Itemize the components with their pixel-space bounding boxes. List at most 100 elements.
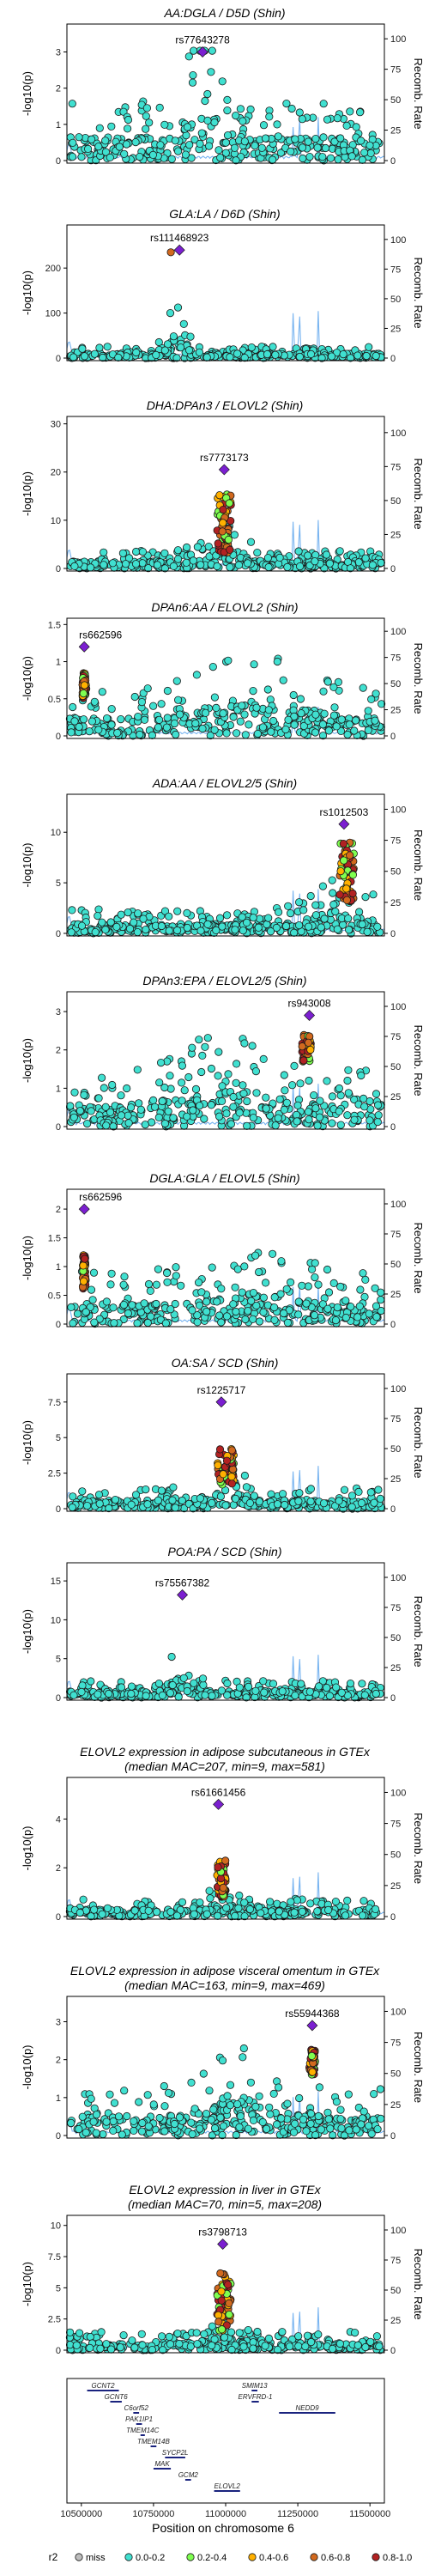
snp-point [114, 2112, 124, 2121]
snp-point [215, 1311, 224, 1320]
snp-point [68, 906, 76, 914]
snp-point [130, 1906, 139, 1915]
snp-point [82, 1308, 90, 1316]
y-axis-label: -log10(p) [21, 471, 33, 516]
snp-point [243, 1097, 251, 1106]
y2-tick-label: 50 [390, 2286, 401, 2296]
snp-point [332, 1683, 341, 1692]
snp-point [222, 1456, 232, 1465]
snp-point [290, 1061, 299, 1071]
snp-point [242, 918, 251, 927]
lead-snp-marker [218, 464, 230, 476]
y-tick-label: 0 [56, 1693, 61, 1704]
snp-point [206, 1894, 214, 1903]
snp-point [295, 108, 304, 117]
y-tick-label: 0.5 [48, 1291, 61, 1302]
snp-point [203, 89, 212, 99]
snp-point [291, 1692, 299, 1700]
snp-point [223, 95, 232, 105]
snp-point [326, 154, 335, 162]
snp-point [282, 100, 291, 108]
snp-point [336, 1121, 345, 1129]
snp-point [106, 153, 114, 161]
snp-point [265, 2103, 274, 2111]
snp-point [78, 1681, 87, 1690]
snp-point [262, 2124, 271, 2133]
snp-point [324, 2115, 333, 2123]
snp-point [190, 1679, 198, 1687]
panel-8: OA:SA / SCD (Shin)rs122571702.557.502550… [21, 1356, 425, 1515]
snp-point [137, 697, 146, 707]
snp-point [280, 1071, 288, 1079]
y-tick-label: 5 [56, 2283, 61, 2293]
snp-point [274, 1114, 282, 1122]
snp-point [78, 2112, 87, 2121]
y2-tick-label: 25 [390, 1290, 401, 1300]
snp-point [218, 922, 227, 931]
y2-axis-label: Recomb. Rate [412, 2248, 425, 2319]
snp-point [142, 926, 150, 934]
snp-point [337, 2124, 346, 2133]
snp-point [229, 1103, 238, 1111]
snp-point [259, 1054, 268, 1064]
snp-point [306, 1485, 315, 1493]
snp-point [172, 354, 181, 362]
snp-point [153, 1908, 161, 1917]
snp-point [270, 1293, 279, 1302]
snp-point [174, 696, 183, 704]
snp-point [232, 2130, 240, 2140]
snp-point [245, 720, 253, 729]
panel-11: ELOVL2 expression in adipose visceral om… [21, 1964, 425, 2142]
snp-point [297, 1680, 305, 1688]
snp-point [188, 1306, 196, 1315]
snp-point [214, 1911, 222, 1920]
snp-point [251, 2102, 260, 2111]
snp-point [298, 143, 307, 152]
snp-point [369, 890, 378, 899]
snp-point [308, 2068, 317, 2076]
lead-snp-label: rs662596 [79, 629, 122, 641]
y-tick-label: 0 [56, 564, 61, 574]
snp-point [290, 1908, 299, 1917]
snp-point [287, 1898, 295, 1906]
panel-6: DPAn3:EPA / ELOVL2/5 (Shin)rs94300801230… [21, 974, 425, 1133]
snp-point [242, 1483, 251, 1492]
snp-point [357, 1071, 366, 1080]
snp-point [69, 138, 77, 147]
snp-point [173, 546, 183, 555]
y2-tick-label: 75 [390, 65, 401, 76]
snp-point [331, 908, 340, 916]
snp-point [233, 2100, 242, 2109]
snp-point [251, 142, 259, 150]
snp-point [165, 912, 173, 920]
snp-point [149, 2100, 158, 2109]
snp-point [67, 728, 76, 737]
snp-point [226, 2081, 235, 2089]
snp-point [304, 137, 312, 146]
snp-point [124, 908, 132, 917]
x-tick-label: 11000000 [205, 2509, 246, 2519]
snp-point [264, 706, 273, 714]
y2-tick-label: 75 [390, 1032, 401, 1042]
snp-point [90, 697, 99, 706]
snp-point [347, 152, 356, 161]
snp-point [157, 1059, 166, 1067]
snp-point [270, 1315, 279, 1324]
y-tick-label: 1 [56, 120, 61, 131]
lead-snp-marker [213, 1798, 225, 1810]
snp-point [317, 354, 326, 362]
snp-point [171, 137, 179, 145]
snp-point [94, 143, 103, 151]
plot-frame [66, 617, 385, 739]
lead-snp-label: rs111468923 [150, 232, 209, 244]
snp-point [281, 1086, 289, 1095]
snp-point [67, 928, 76, 937]
snp-point [264, 2334, 273, 2342]
snp-point [330, 703, 339, 712]
x-tick-label: 11500000 [349, 2509, 390, 2519]
snp-point [235, 1891, 244, 1900]
snp-point [189, 71, 197, 80]
snp-point [173, 907, 182, 915]
snp-point [314, 2330, 323, 2339]
snp-point [345, 720, 353, 729]
